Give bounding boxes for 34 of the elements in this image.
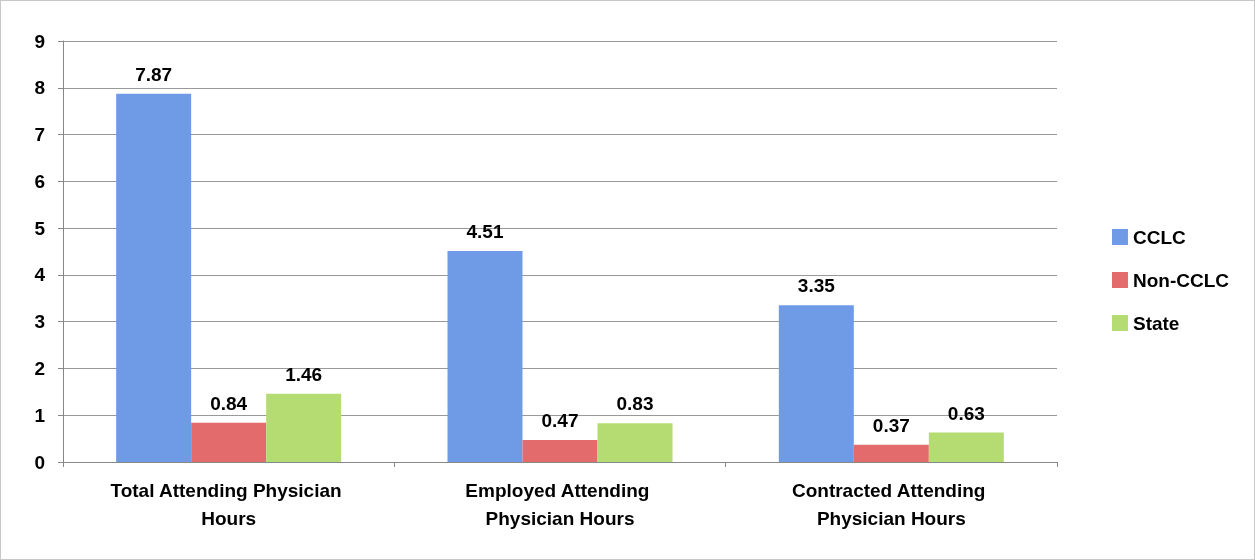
bar [522, 440, 598, 462]
legend-label: Non-CCLC [1132, 269, 1230, 291]
legend-label: CCLC [1132, 226, 1187, 248]
data-label: 3.35 [797, 275, 836, 297]
y-tick-label: 5 [34, 217, 46, 239]
data-label: 7.87 [135, 63, 173, 85]
x-tick-label: Total Attending Physician Hours [110, 479, 347, 529]
bar [266, 393, 342, 462]
data-label: 1.46 [285, 363, 323, 385]
data-label: 0.47 [541, 410, 579, 432]
y-tick-label: 6 [34, 170, 45, 192]
y-tick-label: 3 [34, 311, 45, 333]
y-tick-label: 0 [34, 451, 45, 473]
data-label: 0.63 [947, 402, 985, 424]
y-tick-label: 9 [34, 30, 45, 52]
bar [928, 432, 1004, 462]
y-tick-label: 1 [34, 404, 46, 426]
data-label: 4.51 [466, 221, 504, 243]
y-tick-label: 8 [34, 77, 45, 99]
bar [116, 93, 192, 462]
bar [597, 423, 673, 462]
data-label: 0.84 [210, 392, 248, 414]
bar [191, 422, 267, 462]
bar [853, 444, 929, 462]
data-label: 0.83 [616, 393, 654, 415]
y-tick-label: 7 [34, 124, 45, 146]
legend-label: State [1132, 312, 1180, 334]
x-tick-label: Employed Attending Physician Hours [465, 479, 655, 529]
x-tick-label: Contracted Attending Physician Hours [791, 479, 991, 529]
bar [778, 305, 854, 462]
y-tick-label: 4 [34, 264, 46, 286]
y-tick-label: 2 [34, 357, 45, 379]
data-label: 0.37 [872, 414, 910, 436]
bar [447, 251, 523, 462]
